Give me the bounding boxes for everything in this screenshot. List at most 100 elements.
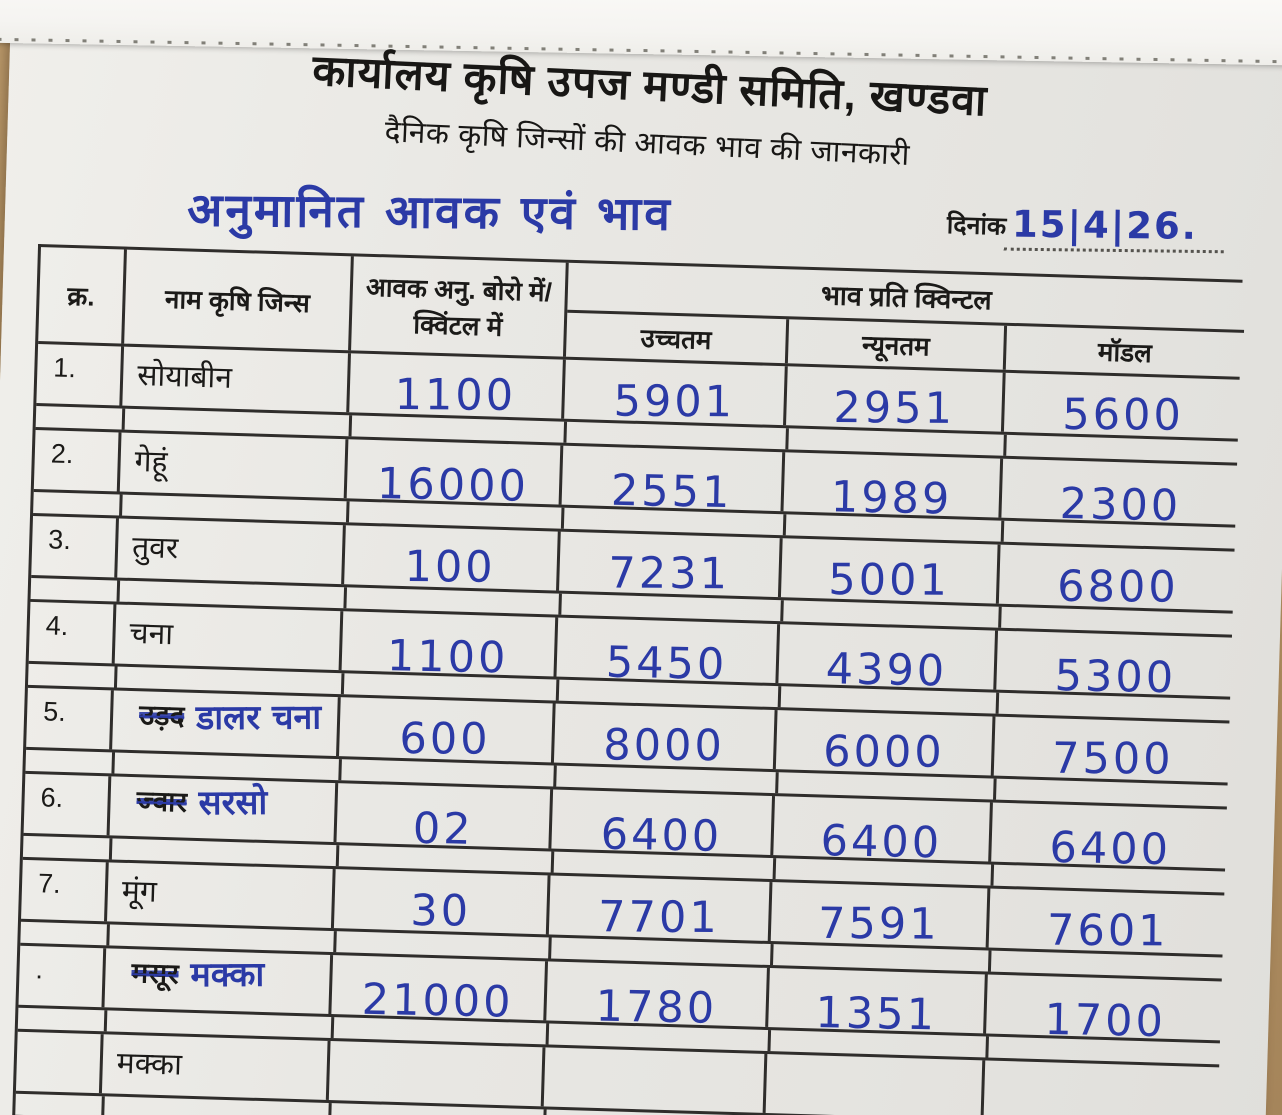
highest-value: 5901 [613,376,735,428]
modal-cell: 2300 [1001,459,1240,531]
lowest-value: 7591 [817,898,940,950]
arrival-cell: 30 [333,869,551,936]
modal-value: 1700 [1043,994,1167,1048]
commodity-cell: सोयाबीन [122,346,351,413]
modal-value: 6800 [1056,561,1179,613]
lowest-cell: 6000 [775,710,996,778]
printed-name: गेहूं [134,444,168,479]
arrival-value: 1100 [394,370,517,421]
serial: 6. [23,773,112,836]
highest-cell: 2551 [561,445,786,518]
printed-name: मक्का [116,1046,183,1082]
commodity-cell: गेहूं [119,432,349,499]
serial: 5. [26,687,114,750]
commodity-cell: मूंग [107,862,336,929]
arrival-cell: 1100 [341,611,559,684]
printed-name: सोयाबीन [136,359,233,395]
highest-cell: 5901 [564,359,788,427]
header-serial: क्र. [38,247,127,344]
handwritten-title: अनुमानित आवक एवं भाव [187,182,674,241]
arrival-value: 21000 [361,974,515,1028]
date-block: दिनांक 15|4|26. [946,199,1225,255]
serial [15,1031,104,1094]
lowest-cell: 1989 [783,452,1004,525]
lowest-value: 6400 [819,816,943,869]
arrival-cell: 1100 [349,353,566,421]
lowest-value: 2951 [833,383,955,434]
arrival-cell: 16000 [346,439,564,512]
lowest-cell: 1351 [768,968,988,1040]
arrival-cell: 02 [336,783,554,855]
arrival-value: 100 [404,542,497,593]
serial: . [18,945,107,1008]
lowest-cell: 4390 [778,624,999,697]
struck-name: ज्वार [136,783,188,820]
serial: 1. [36,344,125,406]
modal-cell: 5300 [996,631,1235,703]
serial: 7. [21,859,109,922]
page-content: कार्यालय कृषि उपज मण्डी समिति, खण्डवा दै… [10,0,1259,1115]
lowest-cell: 6400 [773,796,993,868]
highest-value: 7701 [597,892,720,944]
modal-cell: 7601 [989,889,1228,957]
arrival-value: 16000 [376,458,530,512]
printed-name: तुवर [131,530,179,566]
rates-table: क्र. नाम कृषि जिन्स आवक अनु. बोरो में/क्… [10,244,1246,1115]
highest-value: 2551 [610,465,733,519]
lowest-cell [765,1053,986,1115]
highest-value: 1780 [594,981,718,1034]
handwritten-name: डालर चना [196,697,322,739]
modal-cell [984,1060,1223,1115]
commodity-cell: मक्का [101,1034,331,1101]
arrival-value: 30 [409,886,471,937]
highest-cell: 7231 [559,531,783,599]
highest-value: 5450 [605,637,728,690]
commodity-cell: मसूर मक्का [104,948,334,1015]
lowest-value: 6000 [822,726,945,778]
commodity-cell: ज्वार सरसो [109,776,339,843]
modal-cell: 6400 [991,803,1230,875]
header-commodity: नाम कृषि जिन्स [124,249,354,351]
highest-cell: 8000 [553,703,778,771]
highest-cell: 6400 [551,789,776,862]
serial: 4. [28,601,117,664]
arrival-cell: 100 [344,525,561,593]
commodity-cell: तुवर [117,518,346,585]
handwritten-name: सरसो [198,782,268,824]
printed-name: चना [129,616,174,652]
highest-cell: 5450 [556,617,781,690]
lowest-value: 1351 [814,988,938,1041]
arrival-cell [328,1041,546,1107]
highest-value: 6400 [600,809,723,862]
printed-name: मूंग [121,874,158,909]
modal-value: 2300 [1059,479,1182,532]
highest-value: 7231 [608,548,730,600]
serial: 2. [33,430,122,492]
highest-cell: 1780 [546,961,770,1034]
header-modal: मॉडल [1097,336,1153,369]
header-highest: उच्चतम [565,312,790,364]
date-label: दिनांक [946,210,1007,241]
lowest-cell: 2951 [786,366,1006,434]
modal-cell: 1700 [986,975,1225,1047]
highest-cell: 7701 [548,875,773,943]
lowest-value: 1989 [830,472,953,525]
lowest-value: 5001 [827,554,950,606]
highest-value: 8000 [602,720,725,772]
modal-value: 5300 [1053,650,1177,704]
modal-value: 6400 [1048,822,1172,876]
arrival-cell: 600 [339,697,556,765]
arrival-value: 600 [399,713,492,765]
lowest-cell: 7591 [770,882,991,950]
header-price-group: भाव प्रति क्विन्टल उच्चतम न्यूनतम मॉडल [565,262,1246,377]
modal-cell: 6800 [999,545,1238,613]
arrival-value: 02 [412,803,474,855]
handwritten-name: मक्का [190,954,265,996]
highest-cell [543,1047,768,1113]
struck-name: मसूर [130,955,180,992]
header-lowest: न्यूनतम [787,319,1008,370]
serial: 3. [31,515,119,578]
header-arrival: आवक अनु. बोरो में/क्विंटल में [351,256,569,357]
modal-cell: 7500 [994,717,1233,785]
